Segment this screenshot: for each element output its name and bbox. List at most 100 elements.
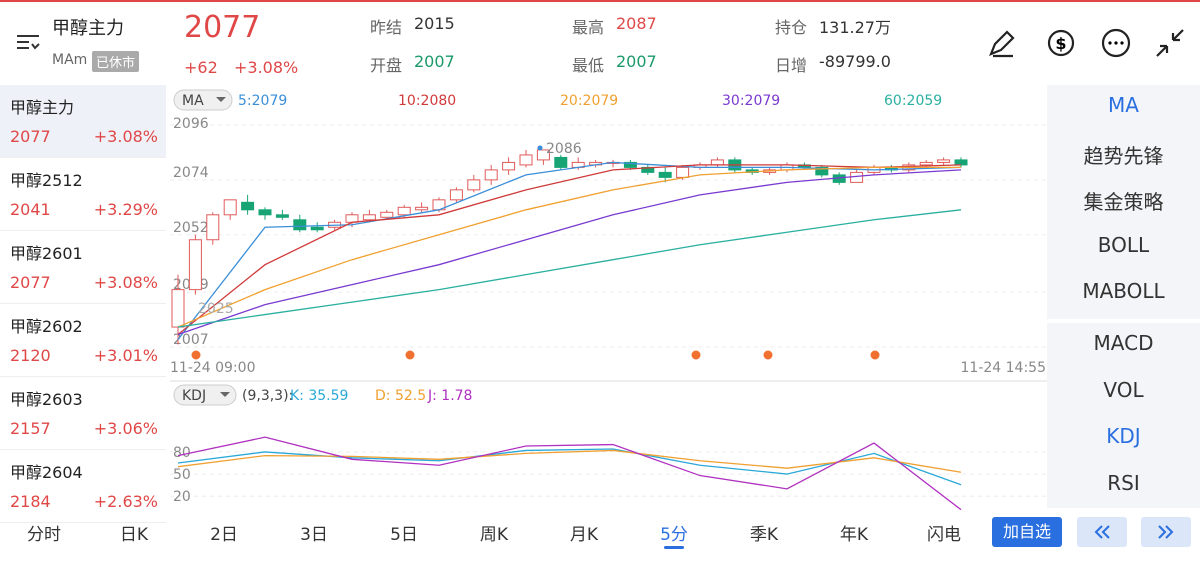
start-time: 11-24 09:00: [170, 360, 255, 376]
change-pct: +3.08%: [234, 58, 299, 77]
candle-body: [536, 149, 550, 161]
candle-body: [519, 154, 533, 166]
stat-label: 最高: [572, 18, 605, 37]
candle-body: [502, 161, 516, 171]
menu-item[interactable]: MA: [1108, 93, 1139, 117]
y-tick-label: 2007: [173, 332, 209, 348]
menu-item[interactable]: BOLL: [1097, 232, 1150, 257]
kdj-tick-label: 80: [173, 445, 191, 461]
menu-item[interactable]: 趋势先锋: [1083, 143, 1164, 168]
contract-price: 2077: [10, 127, 51, 146]
tab[interactable]: 周K: [479, 525, 509, 545]
y-tick-label: 2096: [173, 116, 209, 132]
contract-name: 甲醇2602: [10, 317, 83, 336]
change: +62: [184, 58, 218, 77]
contract-row[interactable]: 甲醇主力 2077 +3.08%: [0, 85, 166, 158]
ma-label: 5:2079: [238, 93, 287, 109]
contract-row[interactable]: 甲醇2512 2041 +3.29%: [0, 158, 166, 231]
low-label: 2025: [198, 301, 234, 317]
menu-item[interactable]: MACD: [1093, 331, 1154, 355]
candle-body: [467, 179, 481, 191]
kdj-params: (9,3,3):: [242, 388, 293, 404]
indicator-button[interactable]: [173, 89, 233, 111]
contract-pct: +3.06%: [93, 419, 158, 438]
tab[interactable]: 5日: [390, 525, 418, 545]
ma-line: [177, 164, 962, 336]
kdj-label: J: 1.78: [427, 388, 472, 404]
next-button[interactable]: [1141, 517, 1191, 547]
price: 2077: [184, 10, 261, 45]
tab-underline: [664, 546, 684, 549]
menu-icon[interactable]: [14, 30, 42, 54]
contract-price: 2157: [10, 419, 51, 438]
event-dot: [691, 350, 701, 360]
contract-name: 甲醇2512: [10, 171, 83, 190]
contract-row[interactable]: 甲醇2604 2184 +2.63%: [0, 450, 166, 523]
ma-line: [177, 209, 962, 328]
menu-item[interactable]: MABOLL: [1082, 279, 1165, 303]
contract-pct: +2.63%: [93, 492, 158, 511]
svg-text:$: $: [1055, 34, 1066, 53]
contract-pct: +3.08%: [93, 273, 158, 292]
candle-body: [223, 199, 237, 216]
candle-body: [258, 209, 272, 216]
chart: MA 5:2079 10:2080 20:2079 30:2079 60:2059 2096…: [170, 89, 1047, 510]
contract-pct: +3.01%: [93, 346, 158, 365]
prev-button[interactable]: [1077, 517, 1127, 547]
candle-body: [658, 171, 672, 178]
menu-item[interactable]: KDJ: [1106, 424, 1141, 448]
tab[interactable]: 2日: [210, 525, 238, 545]
menu-item[interactable]: 集金策略: [1083, 190, 1164, 214]
contract-price: 2184: [10, 492, 51, 511]
candle-body: [554, 156, 568, 168]
shrink-icon[interactable]: [1156, 29, 1184, 57]
tab[interactable]: 分时: [27, 525, 61, 545]
tab[interactable]: 3日: [300, 525, 328, 545]
ma-label: 60:2059: [884, 93, 942, 109]
candle-body: [362, 214, 376, 221]
kdj-label: D: 52.5: [375, 388, 426, 404]
contract-row[interactable]: 甲醇2602 2120 +3.01%: [0, 304, 166, 377]
event-dot: [191, 350, 201, 360]
contract-name: 甲醇主力: [10, 98, 75, 117]
stat-value: 2007: [616, 52, 657, 71]
candle-body: [380, 211, 394, 218]
tab[interactable]: 季K: [749, 525, 779, 545]
draw-icon[interactable]: [989, 30, 1015, 58]
contract-row[interactable]: 甲醇2601 2077 +3.08%: [0, 231, 166, 304]
contract-row[interactable]: 甲醇2603 2157 +3.06%: [0, 377, 166, 450]
candle-body: [397, 206, 411, 216]
add-watchlist[interactable]: 加自选: [992, 517, 1062, 547]
ma-line: [177, 161, 962, 340]
candle-body: [241, 201, 255, 211]
tab[interactable]: 闪电: [927, 525, 961, 545]
kdj-line: [177, 436, 962, 510]
candle-body: [937, 159, 951, 163]
indicator-name: MA: [182, 93, 204, 109]
tab[interactable]: 日K: [119, 525, 149, 545]
tab[interactable]: 月K: [569, 525, 599, 545]
kdj-button[interactable]: [173, 384, 237, 406]
candle-body: [206, 214, 220, 241]
stat-value: 131.27万: [819, 18, 891, 37]
event-dot: [763, 350, 773, 360]
ma-label: 20:2079: [560, 93, 618, 109]
currency-icon[interactable]: $: [1047, 29, 1075, 57]
candle-body: [954, 159, 968, 166]
high-dot: [537, 145, 543, 151]
contract-name: 甲醇2601: [10, 244, 83, 263]
menu-divider: [1047, 319, 1200, 323]
contract-name: 甲醇2604: [10, 463, 83, 482]
candle-body: [275, 214, 289, 218]
kdj-tick-label: 50: [173, 467, 191, 483]
stat-label: 持仓: [775, 18, 808, 37]
tab[interactable]: 年K: [839, 525, 869, 545]
stat-value: 2087: [616, 14, 657, 33]
kdj-line: [177, 448, 962, 486]
menu-item[interactable]: VOL: [1103, 377, 1144, 402]
more-icon[interactable]: [1101, 28, 1131, 58]
toolbar: $: [989, 28, 1184, 58]
tab[interactable]: 5分: [660, 525, 688, 545]
menu-item[interactable]: RSI: [1107, 470, 1140, 495]
